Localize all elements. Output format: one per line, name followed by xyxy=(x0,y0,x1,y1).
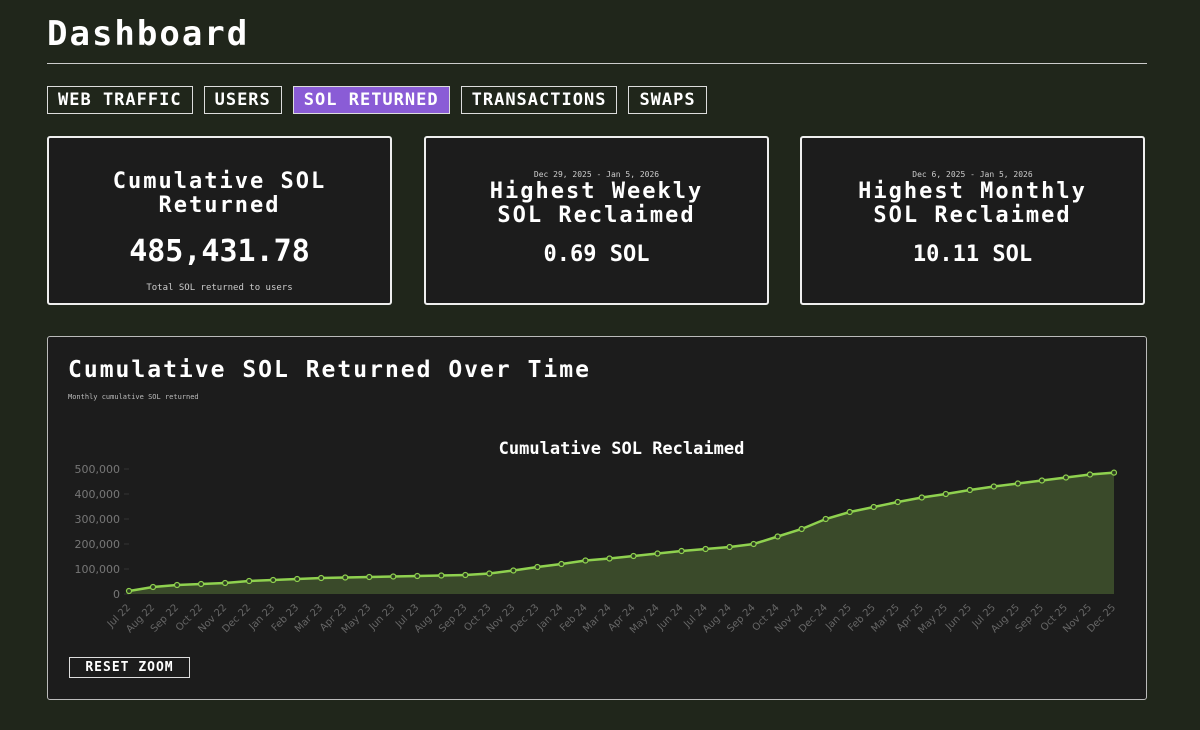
stat-card: Cumulative SOL Returned 485,431.78 Total S… xyxy=(47,136,392,305)
point xyxy=(149,583,157,591)
point xyxy=(750,540,757,548)
tab-bar: WEB TRAFFIC USERS SOL RETURNED TRANSACTIONS… xyxy=(47,86,707,114)
date-range: Dec 6, 2025 - Jan 5, 2026 xyxy=(912,170,1033,179)
point xyxy=(270,576,277,584)
point xyxy=(1086,471,1094,478)
point xyxy=(558,560,565,568)
tab[interactable]: SWAPS xyxy=(628,86,707,114)
y-tick-label: 500,000 xyxy=(75,463,121,476)
point xyxy=(318,574,325,582)
y-tick-label: 300,000 xyxy=(75,513,121,526)
point xyxy=(246,577,253,585)
x-tick-label: Jun 25 xyxy=(943,602,974,633)
point xyxy=(918,494,925,501)
line xyxy=(128,471,1115,593)
point xyxy=(582,557,589,564)
point xyxy=(966,486,973,494)
point xyxy=(534,563,541,571)
tab[interactable]: WEB TRAFFIC xyxy=(47,86,193,114)
point xyxy=(197,580,205,588)
chart-panel: Cumulative SOL Returned Over Time Monthl… xyxy=(47,336,1147,700)
point xyxy=(1038,477,1046,484)
point xyxy=(822,515,829,523)
tab[interactable]: TRANSACTIONS xyxy=(460,86,618,114)
card-title: Highest Weekly SOL Reclaimed xyxy=(489,179,704,228)
point xyxy=(1110,469,1118,476)
point xyxy=(726,543,733,551)
point xyxy=(390,573,397,580)
point xyxy=(438,572,445,579)
reset-zoom-button[interactable]: RESET ZOOM xyxy=(69,657,190,678)
y-tick-label: 200,000 xyxy=(75,538,121,551)
point xyxy=(870,503,877,511)
card-value: 10.11 SOL xyxy=(912,242,1033,267)
card-note: Total SOL returned to users xyxy=(146,283,293,293)
chart: Cumulative SOL Reclaimed 0 100,000 200,000 3… xyxy=(75,439,1119,636)
point xyxy=(678,547,685,555)
point xyxy=(894,498,901,506)
point xyxy=(990,483,997,490)
card-title: Highest Monthly SOL Reclaimed xyxy=(858,179,1087,228)
tab[interactable]: SOL RETURNED xyxy=(292,86,450,114)
point xyxy=(630,552,637,560)
point xyxy=(366,573,373,581)
y-tick-label: 100,000 xyxy=(75,563,121,576)
point xyxy=(702,545,709,553)
point xyxy=(342,574,349,581)
y-tick-label: 0 xyxy=(113,588,120,601)
panel-title: Cumulative SOL Returned Over Time xyxy=(68,357,591,383)
divider xyxy=(47,63,1147,64)
page-title: Dashboard xyxy=(47,14,250,54)
x-tick-label: Jun 24 xyxy=(655,602,686,633)
point xyxy=(1062,474,1070,481)
chart-title: Cumulative SOL Reclaimed xyxy=(499,439,745,459)
point xyxy=(486,570,493,577)
card-value: 0.69 SOL xyxy=(543,242,650,267)
card-value: 485,431.78 xyxy=(129,234,310,269)
tab[interactable]: USERS xyxy=(203,86,282,114)
point xyxy=(221,579,229,587)
point xyxy=(294,575,301,583)
point xyxy=(414,572,421,580)
x-tick-label: Jun 23 xyxy=(367,602,398,633)
area xyxy=(129,472,1114,594)
card-title: Cumulative SOL Returned xyxy=(112,169,327,218)
stat-card: Dec 6, 2025 - Jan 5, 2026 Highest Monthly… xyxy=(800,136,1145,305)
point xyxy=(173,581,181,589)
stat-card: Dec 29, 2025 - Jan 5, 2026 Highest Weekly… xyxy=(424,136,769,305)
date-range: Dec 29, 2025 - Jan 5, 2026 xyxy=(533,170,660,179)
panel-subtitle: Monthly cumulative SOL returned xyxy=(68,393,199,401)
point xyxy=(606,555,613,562)
point xyxy=(510,567,517,574)
point xyxy=(942,490,949,498)
point xyxy=(462,571,469,579)
y-tick-label: 400,000 xyxy=(75,488,121,501)
point xyxy=(125,587,133,595)
point xyxy=(798,525,805,533)
point xyxy=(654,550,661,557)
point xyxy=(1014,480,1022,487)
point xyxy=(846,508,853,516)
point xyxy=(774,533,781,540)
